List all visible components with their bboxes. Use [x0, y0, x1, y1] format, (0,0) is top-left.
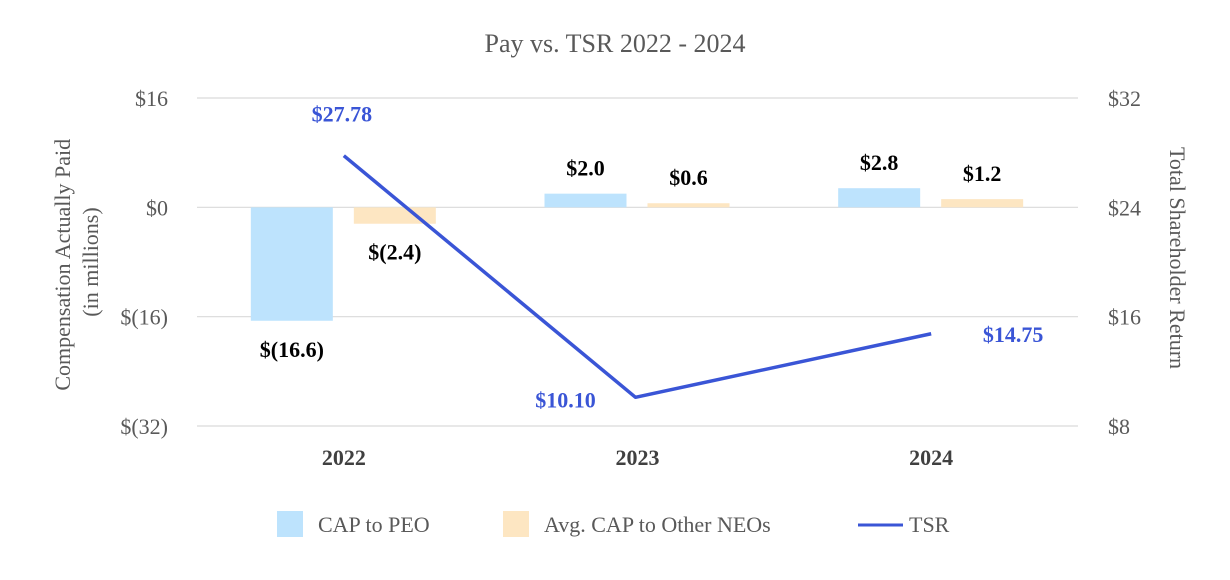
legend-item-tsr: TSR — [858, 512, 950, 537]
bar-label-avg-cap-to-other-neos-2023: $0.6 — [669, 165, 708, 190]
left-axis-title-line-2: (in millions) — [78, 207, 103, 316]
right-tick-label: $24 — [1108, 195, 1141, 220]
left-axis-ticks: $16 $0 $(16) $(32) — [120, 86, 168, 439]
legend-item-cap-to-peo: CAP to PEO — [277, 511, 430, 537]
left-tick-label: $0 — [146, 195, 168, 220]
tsr-line — [342, 154, 932, 400]
gridlines — [197, 97, 1078, 427]
legend-label-tsr: TSR — [909, 512, 950, 537]
category-label-2022: 2022 — [322, 445, 366, 470]
legend-item-avg-cap-other-neos: Avg. CAP to Other NEOs — [503, 511, 771, 537]
right-axis-ticks: $32 $24 $16 $8 — [1108, 86, 1141, 439]
left-tick-label: $(32) — [120, 414, 168, 439]
tsr-line-group — [342, 154, 932, 400]
right-tick-label: $8 — [1108, 414, 1130, 439]
category-label-2023: 2023 — [616, 445, 660, 470]
chart-title: Pay vs. TSR 2022 - 2024 — [485, 29, 746, 58]
data-labels: $(16.6) $2.0 $2.8 $(2.4) $0.6 $1.2 $27.78 $10.1… — [260, 102, 1044, 413]
bar-cap-to-peo-2022 — [250, 207, 333, 321]
bar-avg-cap-to-other-neos-2022 — [353, 207, 436, 224]
legend-label-avg-cap-other-neos: Avg. CAP to Other NEOs — [544, 512, 771, 537]
legend-swatch-cap-to-peo — [277, 511, 303, 537]
legend: CAP to PEO Avg. CAP to Other NEOs TSR — [277, 511, 950, 537]
bar-avg-cap-to-other-neos-2024 — [941, 199, 1024, 208]
bar-cap-to-peo-2024 — [838, 188, 921, 208]
bar-label-cap-to-peo-2023: $2.0 — [566, 156, 605, 181]
tsr-label-2024: $14.75 — [983, 322, 1044, 347]
bar-avg-cap-to-other-neos-2023 — [647, 203, 730, 208]
tsr-label-2022: $27.78 — [312, 102, 373, 127]
left-axis-title-line-1: Compensation Actually Paid — [50, 139, 75, 391]
left-tick-label: $16 — [135, 86, 168, 111]
right-tick-label: $16 — [1108, 305, 1141, 330]
legend-label-cap-to-peo: CAP to PEO — [318, 512, 430, 537]
left-tick-label: $(16) — [120, 305, 168, 330]
bar-label-cap-to-peo-2024: $2.8 — [860, 150, 899, 175]
bar-label-avg-cap-to-other-neos-2022: $(2.4) — [368, 240, 421, 265]
legend-swatch-avg-cap-other-neos — [503, 511, 529, 537]
right-tick-label: $32 — [1108, 86, 1141, 111]
bars — [250, 188, 1024, 321]
right-axis-title: Total Shareholder Return — [1165, 147, 1190, 369]
left-axis-title: Compensation Actually Paid (in millions) — [50, 133, 103, 390]
bar-label-avg-cap-to-other-neos-2024: $1.2 — [963, 161, 1002, 186]
category-labels: 2022 2023 2024 — [322, 445, 953, 470]
bar-cap-to-peo-2023 — [544, 193, 627, 208]
tsr-label-2023: $10.10 — [535, 387, 596, 412]
category-label-2024: 2024 — [909, 445, 953, 470]
bar-label-cap-to-peo-2022: $(16.6) — [260, 337, 324, 362]
